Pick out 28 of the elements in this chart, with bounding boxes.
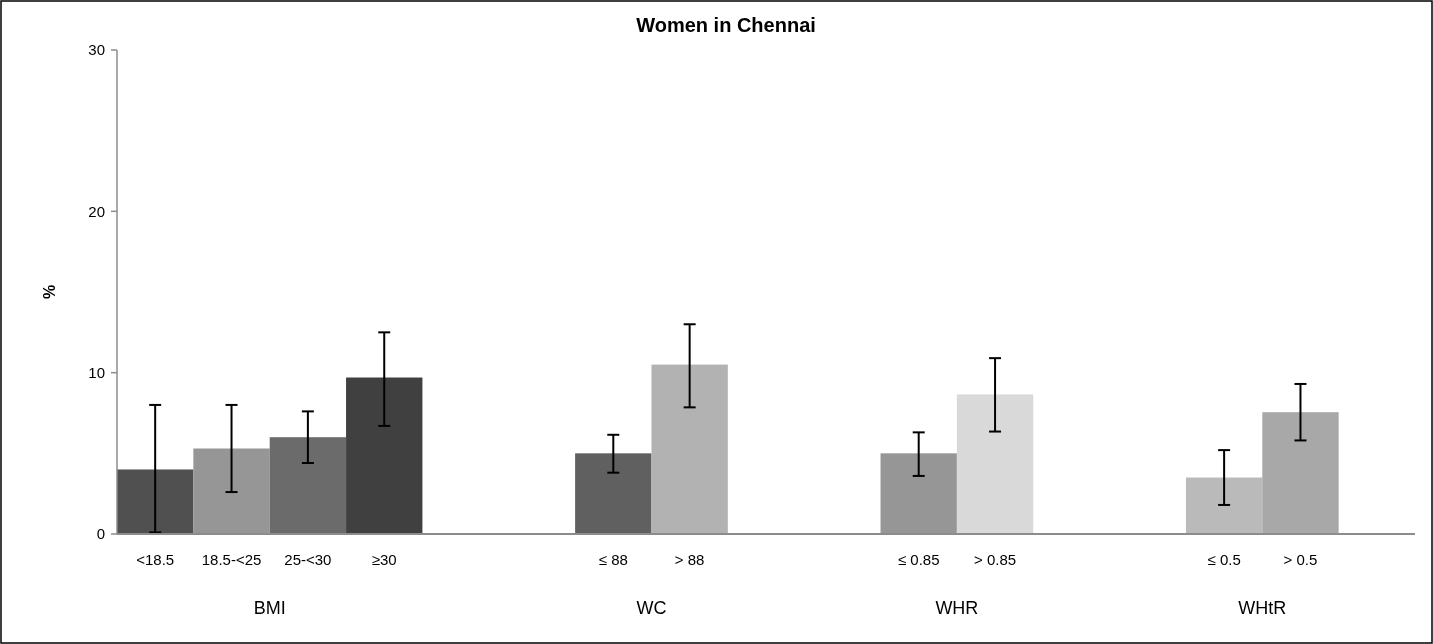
bar: [575, 453, 652, 534]
x-tick-label: ≥30: [371, 551, 397, 568]
text: WHtR: [1238, 598, 1287, 618]
x-tick-label: <18.5: [136, 551, 175, 568]
bar: [1185, 477, 1263, 534]
y-axis-title: %: [41, 284, 58, 300]
x-tick-label: ≤ 0.5: [1207, 551, 1241, 568]
text: WHR: [935, 598, 979, 618]
x-tick-label: > 0.85: [974, 551, 1017, 568]
chart-title: Women in Chennai: [636, 14, 816, 36]
y-tick-label: 30: [88, 41, 105, 59]
x-tick-label: 18.5-<25: [201, 551, 262, 568]
x-tick-label: ≤ 88: [598, 551, 628, 568]
x-tick-label: > 88: [674, 551, 705, 568]
bar: [346, 377, 423, 534]
bar: [269, 437, 347, 534]
bar: [1262, 412, 1339, 534]
x-tick-label: ≤ 0.85: [897, 551, 940, 568]
x-tick-label: 25-<30: [284, 551, 332, 568]
y-tick-label: 20: [88, 202, 105, 220]
text: WC: [636, 598, 667, 618]
bar: [956, 394, 1034, 534]
bar: [651, 364, 728, 534]
bar: [117, 469, 194, 534]
y-tick-label: 10: [88, 363, 105, 381]
x-tick-label: > 0.5: [1283, 551, 1318, 568]
text: BMI: [253, 598, 286, 618]
y-tick-label: 0: [96, 525, 105, 543]
